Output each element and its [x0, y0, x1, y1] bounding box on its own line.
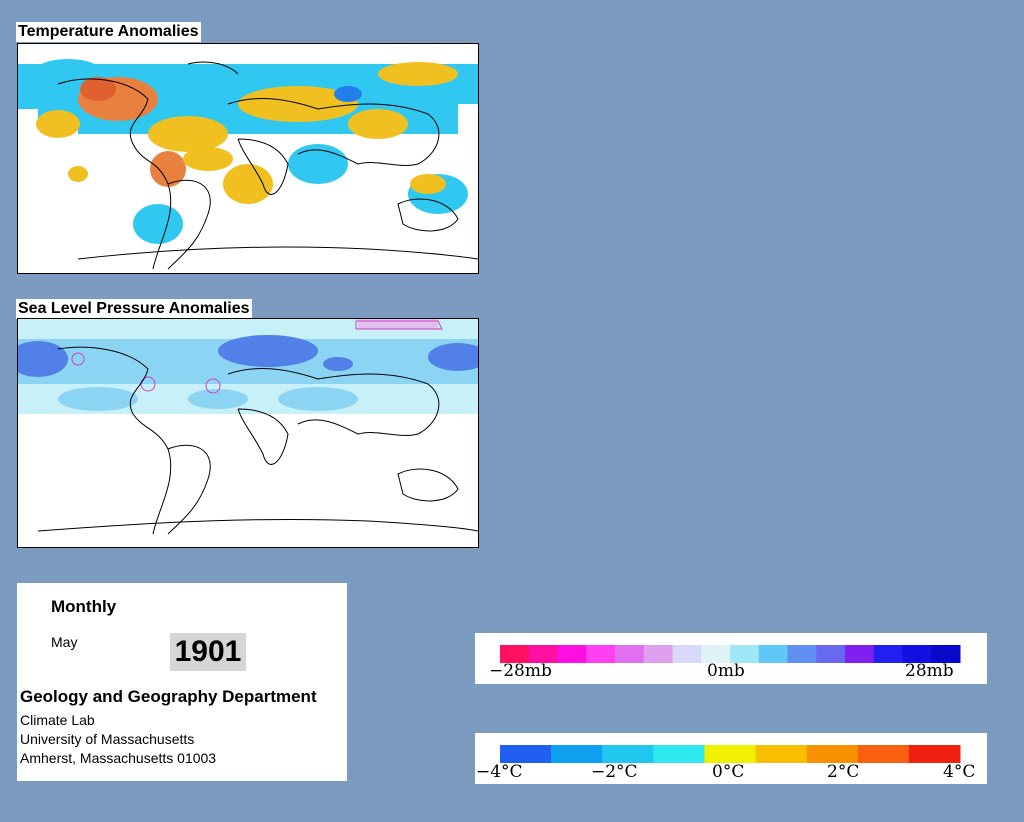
lab-name: Climate Lab: [20, 712, 95, 728]
month-label: May: [51, 634, 78, 650]
pressure-legend-zero: 0mb: [707, 661, 745, 681]
temperature-legend-swatch: [551, 745, 603, 763]
pressure-legend: −28mb 0mb 28mb: [475, 633, 987, 684]
address-line: Amherst, Massachusetts 01003: [20, 750, 217, 766]
temperature-map-title: Temperature Anomalies: [16, 22, 201, 42]
temperature-legend-zero: 0°C: [712, 762, 745, 782]
pressure-legend-swatch: [931, 645, 961, 663]
temperature-colorbar: [500, 745, 961, 763]
year-display: 1901: [170, 633, 246, 671]
pressure-legend-swatch: [643, 645, 673, 663]
pressure-colorbar: [500, 645, 961, 663]
temperature-legend-swatch: [602, 745, 654, 763]
temperature-coastlines: [57, 61, 478, 270]
pressure-legend-swatch: [816, 645, 846, 663]
temperature-legend-swatch: [653, 745, 705, 763]
temperature-legend-swatch: [755, 745, 808, 763]
pressure-legend-swatch: [730, 645, 760, 663]
info-panel: Monthly May 1901 Geology and Geography D…: [17, 583, 347, 781]
pressure-contours: [71, 320, 443, 394]
pressure-coastlines: [37, 346, 478, 535]
pressure-legend-swatch: [586, 645, 616, 663]
temperature-legend-swatch: [500, 745, 552, 763]
department-name: Geology and Geography Department: [20, 687, 317, 706]
temperature-legend-swatch: [704, 745, 757, 763]
pressure-anomaly-field: [18, 319, 478, 414]
university-name: University of Massachusetts: [20, 731, 195, 747]
pressure-anomaly-map: [17, 318, 479, 548]
pressure-legend-swatch: [701, 645, 731, 663]
temperature-anomaly-map: [17, 43, 479, 274]
temperature-legend-minus2: −2°C: [591, 762, 638, 782]
pressure-map-title: Sea Level Pressure Anomalies: [16, 299, 252, 319]
temperature-anomaly-field: [18, 59, 478, 273]
pressure-legend-swatch: [873, 645, 903, 663]
pressure-legend-swatch: [615, 645, 645, 663]
pressure-legend-swatch: [672, 645, 702, 663]
temperature-map-svg: [18, 59, 478, 273]
pressure-legend-swatch: [902, 645, 932, 663]
pressure-legend-swatch: [758, 645, 788, 663]
temperature-legend-plus4: 4°C: [943, 762, 976, 782]
pressure-legend-swatch: [500, 645, 530, 663]
frequency-label: Monthly: [51, 597, 117, 616]
pressure-legend-max: 28mb: [905, 661, 954, 681]
temperature-legend-swatch: [908, 745, 961, 763]
pressure-legend-swatch: [528, 645, 558, 663]
pressure-legend-swatch: [557, 645, 587, 663]
temperature-legend: −4°C −2°C 0°C 2°C 4°C: [475, 733, 987, 784]
temperature-legend-swatch: [806, 745, 859, 763]
temperature-legend-plus2: 2°C: [827, 762, 860, 782]
temperature-legend-swatch: [857, 745, 910, 763]
temperature-legend-minus4: −4°C: [476, 762, 523, 782]
pressure-legend-swatch: [787, 645, 817, 663]
pressure-map-svg: [18, 319, 478, 535]
pressure-legend-swatch: [845, 645, 875, 663]
pressure-legend-min: −28mb: [489, 661, 552, 681]
